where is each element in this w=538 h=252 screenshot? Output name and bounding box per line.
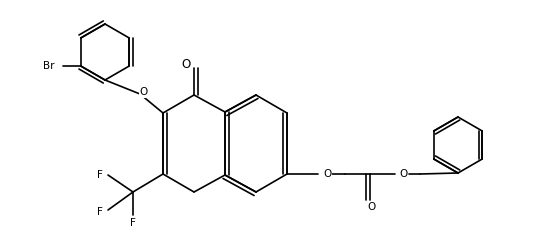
- Text: Br: Br: [43, 61, 55, 71]
- Text: O: O: [399, 169, 407, 179]
- Text: O: O: [368, 202, 376, 212]
- Text: F: F: [97, 207, 103, 217]
- Text: O: O: [323, 169, 331, 179]
- Text: O: O: [181, 57, 190, 71]
- Text: F: F: [130, 218, 136, 228]
- Text: F: F: [97, 170, 103, 180]
- Text: O: O: [140, 87, 148, 97]
